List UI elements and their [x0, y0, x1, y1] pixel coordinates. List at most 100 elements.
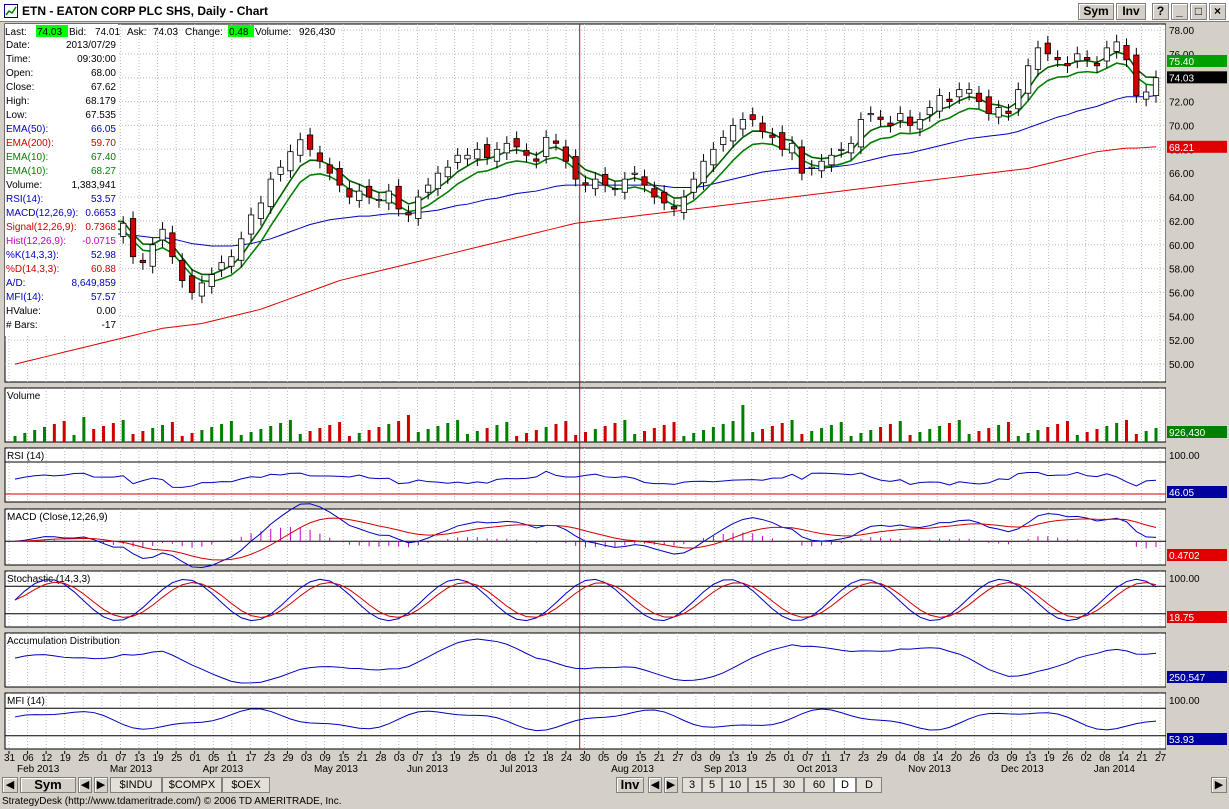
tab-indu[interactable]: $INDU [110, 777, 162, 793]
bottom-inv-button[interactable]: Inv [616, 777, 644, 793]
candle-body [218, 262, 225, 271]
x-month-label: Nov 2013 [908, 764, 951, 775]
panel-title-rsi: RSI (14) [7, 451, 44, 462]
volume-bar [239, 435, 243, 442]
candle-body [680, 196, 687, 213]
volume-bar [367, 430, 371, 442]
inv-button[interactable]: Inv [1116, 3, 1146, 20]
quote-text: 74.03 [153, 27, 178, 38]
help-button[interactable]: ? [1152, 3, 1169, 20]
volume-bar [210, 427, 214, 442]
chart-canvas[interactable]: 31 06 12 19 25 01 07 13 19 25 01 05 11 17 23 29 03 09 15 21… [0, 22, 1229, 775]
volume-bar [288, 420, 292, 442]
candle-body [1133, 54, 1140, 96]
interval-5[interactable]: 5 [702, 777, 722, 793]
tab-next-icon[interactable]: ▶ [94, 777, 108, 793]
volume-bar [977, 431, 981, 442]
macd-signal-line [14, 517, 1157, 561]
price-tick-label: 78.00 [1169, 26, 1194, 37]
panel-ad [4, 632, 1167, 688]
price-tick-label: 60.00 [1169, 241, 1194, 252]
volume-bar [328, 425, 332, 442]
tab-compx[interactable]: $COMPX [162, 777, 222, 793]
quote-text: Change: [185, 27, 223, 38]
close-button[interactable]: × [1209, 3, 1226, 20]
volume-bar [1075, 435, 1079, 442]
stoch-k-line [14, 578, 1157, 622]
x-day-label: 03 [394, 753, 406, 764]
candle-body [120, 222, 127, 237]
interval-15[interactable]: 15 [748, 777, 774, 793]
info-label: EMA(10): [6, 152, 48, 163]
x-day-label: 08 [914, 753, 926, 764]
candle-body [611, 188, 619, 191]
candle-body [1034, 47, 1042, 70]
volume-bar [269, 426, 273, 442]
info-label: MFI(14): [6, 292, 44, 303]
tab-oex[interactable]: $OEX [222, 777, 270, 793]
volume-bar [938, 426, 942, 442]
volume-bar [702, 430, 706, 442]
quote-text: Ask: [127, 27, 146, 38]
x-day-label: 19 [450, 753, 462, 764]
volume-bar [898, 421, 902, 442]
chart-area[interactable]: 31 06 12 19 25 01 07 13 19 25 01 05 11 17 23 29 03 09 15 21… [0, 22, 1229, 775]
bottom-sym-button[interactable]: Sym [20, 777, 76, 793]
info-value: -0.0715 [82, 236, 116, 247]
volume-bar [908, 435, 912, 442]
volume-bar [495, 425, 499, 442]
volume-bar [800, 434, 804, 442]
volume-bar [810, 431, 814, 442]
volume-bar [220, 424, 224, 442]
info-value: 67.62 [91, 82, 116, 93]
panel-sto [4, 570, 1167, 628]
x-day-label: 19 [153, 753, 165, 764]
candle-body [926, 107, 933, 116]
volume-bar [1085, 432, 1089, 442]
interval-daily-active[interactable]: D [834, 777, 856, 793]
scroll-right-icon[interactable]: ▶ [1211, 777, 1227, 793]
x-day-label: 26 [969, 753, 981, 764]
interval-next-icon[interactable]: ▶ [664, 777, 678, 793]
interval-daily[interactable]: D [856, 777, 882, 793]
x-day-label: 11 [821, 753, 832, 764]
candle-body [1093, 62, 1101, 67]
volume-bar [249, 432, 253, 442]
candle-body [326, 164, 333, 174]
candle-body [139, 259, 146, 264]
panel-last-box-macd [1167, 549, 1227, 561]
interval-3[interactable]: 3 [682, 777, 702, 793]
volume-bar [1046, 427, 1050, 442]
info-label: A/D: [6, 278, 25, 289]
tab-prev-icon[interactable]: ◀ [78, 777, 92, 793]
x-month-label: Apr 2013 [203, 764, 244, 775]
candle-body [1074, 53, 1081, 62]
interval-30[interactable]: 30 [774, 777, 804, 793]
volume-bar [987, 428, 991, 442]
x-day-label: 25 [765, 753, 777, 764]
info-label: EMA(200): [6, 138, 54, 149]
x-day-label: 19 [60, 753, 72, 764]
x-day-label: 02 [1081, 753, 1093, 764]
interval-60[interactable]: 60 [804, 777, 834, 793]
volume-bar [170, 422, 174, 442]
panel-title-vol: Volume [7, 391, 41, 402]
x-day-label: 24 [561, 753, 573, 764]
sym-button[interactable]: Sym [1078, 3, 1114, 20]
candle-body [1084, 57, 1091, 61]
scroll-left-icon[interactable]: ◀ [2, 777, 18, 793]
volume-bar [869, 430, 873, 442]
mfi-line [14, 708, 1157, 732]
minimize-button[interactable]: _ [1171, 3, 1188, 20]
candle-body [592, 178, 599, 190]
interval-10[interactable]: 10 [722, 777, 748, 793]
price-tick-label: 72.00 [1169, 98, 1194, 109]
info-label: Volume: [6, 180, 42, 191]
interval-prev-icon[interactable]: ◀ [648, 777, 662, 793]
x-day-label: 12 [524, 753, 536, 764]
volume-bar [584, 432, 587, 442]
volume-bar [967, 434, 971, 442]
maximize-button[interactable]: □ [1190, 3, 1207, 20]
x-day-label: 29 [282, 753, 294, 764]
candle-body [700, 160, 707, 184]
